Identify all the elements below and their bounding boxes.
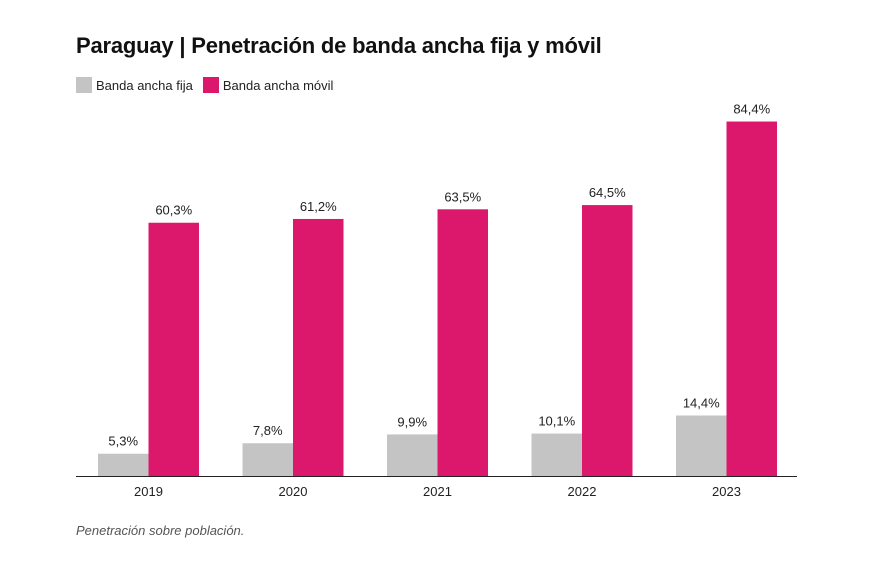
data-label-movil-2022: 64,5% xyxy=(589,185,626,200)
data-label-fija-2022: 10,1% xyxy=(538,414,575,429)
x-tick-label-2022: 2022 xyxy=(568,484,597,499)
bar-movil-2021 xyxy=(437,209,488,477)
bar-movil-2020 xyxy=(293,218,344,476)
chart-title: Paraguay | Penetración de banda ancha fi… xyxy=(76,33,602,58)
bar-movil-2023 xyxy=(726,121,777,477)
data-label-movil-2023: 84,4% xyxy=(733,102,770,117)
data-label-movil-2019: 60,3% xyxy=(155,203,192,218)
bar-fija-2020 xyxy=(242,443,293,476)
x-tick-label-2019: 2019 xyxy=(134,484,163,499)
legend-label-fija: Banda ancha fija xyxy=(96,77,193,93)
data-label-fija-2023: 14,4% xyxy=(683,396,720,411)
bar-fija-2022 xyxy=(531,433,582,476)
legend-swatch-movil xyxy=(202,77,219,93)
footnote: Penetración sobre población. xyxy=(76,523,245,538)
data-label-movil-2021: 63,5% xyxy=(444,189,481,204)
bar-fija-2021 xyxy=(387,434,438,476)
x-tick-label-2020: 2020 xyxy=(279,484,308,499)
bar-fija-2019 xyxy=(98,453,149,476)
legend-item-fija: Banda ancha fija xyxy=(76,77,193,93)
data-label-fija-2021: 9,9% xyxy=(397,414,427,429)
legend-swatch-fija xyxy=(76,77,92,93)
data-label-fija-2019: 5,3% xyxy=(108,434,138,449)
data-label-fija-2020: 7,8% xyxy=(253,423,283,438)
bar-movil-2022 xyxy=(582,205,633,476)
bar-fija-2023 xyxy=(676,415,727,476)
bar-movil-2019 xyxy=(148,222,199,476)
x-tick-label-2023: 2023 xyxy=(712,484,741,499)
legend-item-movil: Banda ancha móvil xyxy=(202,77,334,93)
legend: Banda ancha fija Banda ancha móvil xyxy=(76,77,343,93)
x-tick-label-2021: 2021 xyxy=(423,484,452,499)
data-label-movil-2020: 61,2% xyxy=(300,199,337,214)
legend-label-movil: Banda ancha móvil xyxy=(222,77,334,93)
